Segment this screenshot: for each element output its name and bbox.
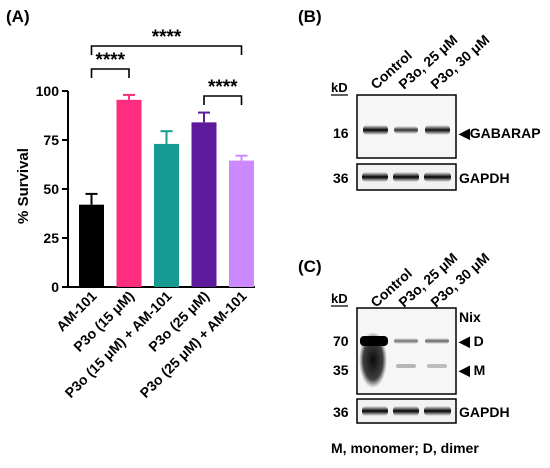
blot-c-gapdh-band-p3o-30 (424, 406, 451, 416)
y-tick-label-0: 0 (51, 279, 59, 295)
blot-b-gapdh-band-control (362, 172, 388, 182)
blot-c-dimer-band-p3o-25 (394, 338, 418, 344)
blot-b-band-p3o-30 (425, 125, 450, 135)
blot-b-gapdh-label: GAPDH (459, 170, 510, 186)
blot-c-monomer-band-p3o-30 (427, 364, 447, 368)
bar-3 (191, 122, 217, 287)
blot-b-band-p3o-25 (394, 126, 418, 134)
blot-c-dimer-band-control (360, 336, 388, 346)
blot-c-monomer-band-p3o-25 (396, 364, 416, 368)
blot-b-kd-label: kD (331, 80, 348, 95)
blot-b-kd-36: 36 (333, 170, 349, 186)
blot-c-nix-label: Nix (459, 309, 481, 325)
significance-bracket-0 (90, 68, 130, 78)
y-tick-label-100: 100 (36, 83, 60, 99)
blot-c-dimer-band-p3o-30 (425, 338, 449, 344)
blot-b-band-control (363, 125, 388, 135)
significance-bracket-2 (203, 95, 243, 105)
significance-label-0: **** (95, 50, 125, 71)
y-tick-label-25: 25 (43, 230, 59, 246)
blot-c-gapdh-band-p3o-25 (393, 406, 419, 416)
blot-c-kd-70: 70 (333, 333, 349, 349)
y-tick-label-75: 75 (43, 132, 59, 148)
bar-2 (154, 143, 179, 287)
blot-c-footnote: M, monomer; D, dimer (331, 440, 479, 456)
blot-b-kd-16: 16 (333, 125, 349, 141)
blot-panel-b: Control P3o, 25 μM P3o, 30 μM kD 16 ◀GAB… (331, 31, 541, 191)
panel-b-label: (B) (298, 7, 322, 26)
blot-c-monomer-label: ◀ M (458, 362, 485, 378)
bar-1 (116, 99, 142, 287)
y-tick-label-50: 50 (43, 181, 59, 197)
blot-panel-c: Control P3o, 25 μM P3o, 30 μM kD Nix 70 … (331, 249, 510, 456)
blot-c-dimer-label: ◀ D (458, 333, 484, 349)
blot-c-gapdh-band-control (362, 406, 388, 416)
bar-4 (229, 160, 254, 287)
significance-bracket-1 (90, 45, 243, 55)
panel-c-label: (C) (298, 257, 322, 276)
blot-c-kd-36: 36 (333, 404, 349, 420)
blot-c-kd-label: kD (331, 291, 348, 306)
blot-c-gapdh-label: GAPDH (459, 404, 510, 420)
blot-c-kd-35: 35 (333, 362, 349, 378)
significance-label-1: **** (152, 27, 182, 48)
blot-b-gapdh-band-p3o-30 (424, 172, 451, 182)
y-axis-label: % Survival (15, 148, 32, 224)
panel-a-label: (A) (6, 7, 30, 26)
bar-0 (79, 204, 104, 287)
significance-label-2: **** (208, 77, 238, 98)
blot-b-gabarap-label: ◀GABARAP (458, 125, 541, 141)
blot-b-gapdh-band-p3o-25 (393, 172, 419, 182)
